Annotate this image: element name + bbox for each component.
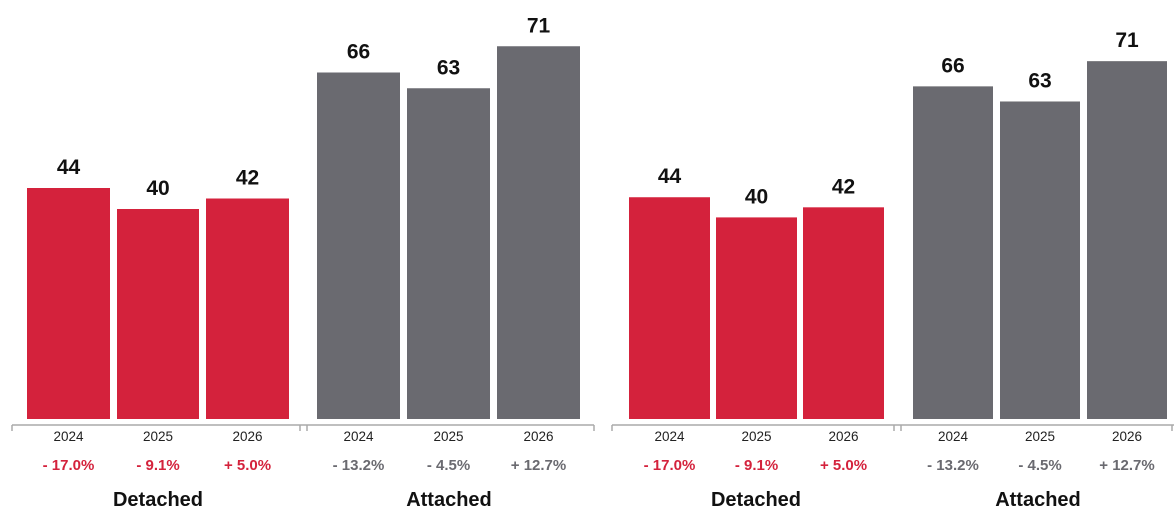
bar-detached-2025 <box>716 217 797 419</box>
tick-label-year: 2026 <box>828 429 858 444</box>
change-label: - 17.0% <box>644 457 696 474</box>
tick-label-year: 2026 <box>232 429 262 444</box>
bar-attached-2025 <box>1000 101 1080 419</box>
tick-label-year: 2025 <box>1025 429 1055 444</box>
data-label: 40 <box>745 185 768 208</box>
data-label: 71 <box>1115 29 1139 52</box>
change-label: + 12.7% <box>511 457 566 474</box>
bar-attached-2024 <box>317 72 400 419</box>
bar-attached-2026 <box>497 46 580 419</box>
bar-attached-2024 <box>913 86 993 420</box>
group-label-attached: Attached <box>995 489 1081 511</box>
bar-detached-2026 <box>206 198 289 419</box>
bar-detached-2024 <box>629 197 710 419</box>
group-label-detached: Detached <box>711 489 801 511</box>
change-label: - 4.5% <box>427 457 470 474</box>
tick-label-year: 2025 <box>741 429 771 444</box>
data-label: 40 <box>146 177 169 200</box>
tick-label-year: 2025 <box>433 429 463 444</box>
data-label: 66 <box>347 41 370 64</box>
change-label: - 4.5% <box>1018 457 1061 474</box>
change-label: - 13.2% <box>927 457 979 474</box>
change-label: - 13.2% <box>333 457 385 474</box>
change-label: + 12.7% <box>1099 457 1154 474</box>
tick-label-year: 2026 <box>1112 429 1142 444</box>
data-label: 44 <box>658 165 682 188</box>
bar-attached-2025 <box>407 88 490 419</box>
change-label: - 9.1% <box>735 457 778 474</box>
data-label: 66 <box>941 54 964 77</box>
group-label-detached: Detached <box>113 489 203 511</box>
tick-label-year: 2024 <box>53 429 84 444</box>
data-label: 42 <box>236 167 259 190</box>
data-label: 63 <box>1028 69 1051 92</box>
data-label: 42 <box>832 175 855 198</box>
change-label: + 5.0% <box>820 457 867 474</box>
data-label: 71 <box>527 14 551 37</box>
bar-detached-2026 <box>803 207 884 419</box>
tick-label-year: 2026 <box>523 429 553 444</box>
change-label: + 5.0% <box>224 457 271 474</box>
tick-label-year: 2024 <box>343 429 374 444</box>
tick-label-year: 2024 <box>654 429 685 444</box>
data-label: 44 <box>57 156 81 179</box>
bar-attached-2026 <box>1087 61 1167 419</box>
group-label-attached: Attached <box>406 489 492 511</box>
change-label: - 17.0% <box>43 457 95 474</box>
tick-label-year: 2024 <box>938 429 969 444</box>
tick-label-year: 2025 <box>143 429 173 444</box>
change-label: - 9.1% <box>136 457 179 474</box>
data-label: 63 <box>437 56 460 79</box>
bar-detached-2025 <box>117 209 199 419</box>
bar-detached-2024 <box>27 188 110 419</box>
